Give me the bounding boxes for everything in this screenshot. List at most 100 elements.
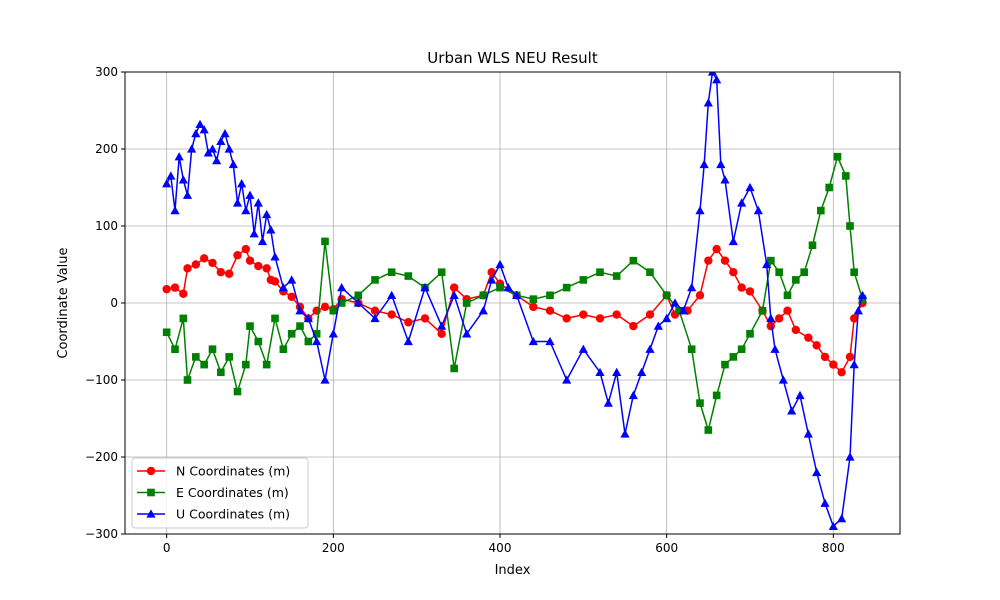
data-point — [224, 144, 234, 153]
data-point — [629, 256, 638, 265]
data-point — [270, 252, 280, 261]
data-point — [766, 313, 776, 323]
data-point — [462, 299, 471, 307]
data-point — [449, 283, 459, 292]
data-point — [478, 306, 488, 315]
y-tick-label: 300 — [95, 65, 118, 79]
legend-label: E Coordinates (m) — [176, 485, 289, 500]
data-point — [707, 72, 718, 76]
data-point — [745, 287, 755, 296]
legend-marker — [146, 509, 156, 518]
data-point — [820, 498, 830, 507]
data-point — [270, 277, 280, 286]
data-point — [637, 367, 647, 376]
data-point — [233, 251, 242, 260]
data-point — [562, 314, 571, 323]
data-point — [354, 291, 363, 300]
data-point — [546, 291, 554, 300]
data-point — [645, 344, 655, 353]
data-point — [545, 306, 555, 315]
data-point — [253, 198, 263, 207]
data-point — [174, 152, 184, 161]
data-point — [800, 268, 808, 276]
legend-box — [131, 457, 309, 529]
data-point — [775, 268, 783, 276]
data-point — [783, 291, 792, 300]
data-point — [262, 360, 271, 369]
data-point — [228, 159, 238, 169]
data-point — [662, 291, 671, 300]
data-point — [562, 375, 572, 384]
data-point — [242, 360, 250, 369]
data-point — [712, 75, 722, 84]
data-point — [179, 289, 188, 298]
data-point — [529, 302, 538, 312]
data-point — [387, 268, 396, 276]
data-point — [545, 336, 555, 346]
data-point — [675, 306, 683, 315]
data-point — [528, 336, 538, 346]
data-point — [487, 275, 497, 284]
data-point — [225, 353, 233, 361]
data-point — [487, 268, 496, 277]
data-point — [224, 269, 234, 278]
data-point — [170, 206, 180, 215]
data-point — [287, 292, 296, 302]
data-point — [216, 136, 226, 145]
data-point — [208, 258, 217, 268]
data-point — [287, 275, 297, 284]
data-point — [778, 375, 788, 384]
data-point — [758, 306, 767, 315]
y-axis-title: Coordinate Value — [56, 247, 71, 358]
data-point — [166, 171, 176, 180]
data-point — [762, 259, 772, 269]
data-point — [746, 330, 754, 338]
data-point — [312, 330, 321, 338]
data-point — [529, 295, 538, 303]
data-point — [596, 268, 604, 276]
data-point — [371, 276, 379, 284]
data-point — [216, 268, 226, 277]
data-point — [312, 336, 322, 346]
data-point — [729, 268, 738, 277]
data-point — [837, 368, 846, 377]
data-point — [496, 283, 504, 292]
y-tick-label: −100 — [85, 373, 118, 387]
data-point — [337, 283, 347, 292]
data-point — [208, 345, 217, 353]
data-point — [737, 345, 746, 353]
data-point — [858, 295, 867, 303]
data-point — [178, 175, 188, 184]
data-point — [833, 152, 842, 161]
data-point — [199, 125, 209, 134]
x-tick-label: 800 — [822, 541, 845, 555]
data-point — [304, 337, 313, 346]
data-point — [803, 429, 813, 438]
data-point — [828, 521, 838, 530]
data-point — [603, 398, 613, 407]
data-point — [296, 322, 304, 330]
data-point — [279, 345, 288, 353]
data-point — [387, 290, 397, 299]
data-point — [241, 244, 251, 254]
data-point — [629, 321, 638, 331]
data-point — [703, 98, 713, 107]
data-point — [812, 341, 821, 350]
data-point — [403, 336, 413, 346]
data-point — [246, 322, 254, 330]
data-point — [662, 313, 672, 323]
data-point — [753, 206, 763, 215]
y-tick-label: −300 — [85, 527, 118, 541]
data-point — [192, 353, 200, 361]
data-point — [846, 222, 854, 230]
data-point — [162, 179, 172, 188]
data-point — [653, 321, 663, 330]
data-point — [737, 198, 747, 207]
data-point — [737, 283, 746, 292]
data-point — [845, 452, 855, 461]
data-point — [696, 399, 704, 407]
data-point — [628, 390, 638, 400]
data-point — [220, 129, 230, 138]
data-point — [645, 310, 655, 319]
data-point — [783, 306, 792, 315]
